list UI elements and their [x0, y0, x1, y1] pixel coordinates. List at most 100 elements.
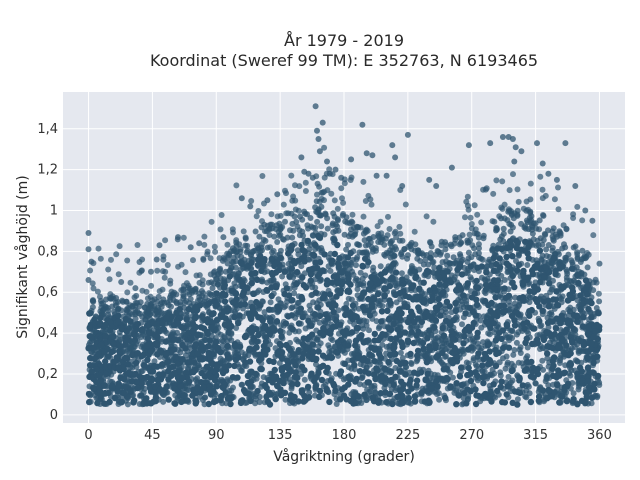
scatter-point [352, 342, 359, 349]
scatter-point [465, 206, 472, 213]
scatter-point [479, 374, 487, 381]
scatter-point [282, 218, 288, 225]
scatter-point [575, 349, 582, 356]
scatter-point [289, 381, 296, 388]
scatter-point [207, 291, 214, 298]
scatter-point [532, 220, 539, 227]
scatter-point [450, 254, 457, 261]
scatter-point [488, 398, 495, 405]
scatter-point [330, 308, 337, 316]
scatter-point [362, 229, 369, 236]
scatter-point [485, 301, 492, 309]
scatter-point [375, 325, 382, 332]
scatter-point [302, 179, 309, 186]
scatter-point [557, 320, 564, 327]
scatter-point [435, 390, 442, 397]
scatter-point [255, 208, 262, 214]
scatter-point [548, 309, 555, 316]
scatter-point [94, 399, 101, 407]
scatter-point [470, 319, 477, 327]
scatter-point [550, 255, 557, 263]
scatter-point [564, 319, 572, 327]
scatter-point [321, 251, 328, 258]
scatter-point [163, 359, 171, 366]
scatter-point [466, 231, 473, 238]
scatter-point [567, 350, 574, 357]
scatter-point [244, 372, 252, 380]
scatter-point [508, 367, 515, 375]
scatter-point [584, 378, 592, 385]
scatter-point [343, 246, 350, 253]
scatter-point [219, 337, 226, 344]
scatter-point [490, 381, 497, 388]
scatter-point [95, 245, 102, 252]
scatter-point [275, 306, 283, 313]
scatter-point [213, 383, 220, 390]
scatter-point [523, 387, 530, 394]
scatter-point [440, 289, 447, 296]
scatter-point [472, 400, 480, 408]
scatter-point [543, 246, 550, 253]
scatter-point [383, 343, 390, 350]
scatter-point [90, 285, 97, 292]
scatter-point [436, 264, 443, 272]
scatter-point [344, 254, 352, 261]
scatter-point [446, 277, 453, 284]
scatter-point [266, 401, 274, 408]
scatter-point [529, 364, 537, 371]
scatter-point [475, 392, 482, 400]
scatter-point [134, 242, 141, 248]
scatter-point [356, 368, 364, 375]
scatter-point [220, 308, 227, 315]
scatter-point [150, 320, 158, 327]
scatter-point [261, 323, 268, 330]
scatter-point [411, 393, 419, 400]
scatter-point [212, 248, 219, 255]
scatter-point [544, 343, 551, 350]
scatter-point [208, 324, 215, 331]
scatter-point [201, 394, 208, 401]
scatter-point [525, 274, 532, 281]
scatter-point [199, 313, 206, 320]
scatter-point [368, 244, 375, 251]
scatter-point [245, 390, 252, 397]
scatter-point [588, 340, 595, 347]
scatter-point [102, 332, 109, 340]
scatter-point [313, 208, 320, 215]
scatter-point [323, 281, 331, 288]
scatter-point [180, 392, 188, 399]
scatter-point [208, 279, 215, 286]
scatter-point [578, 368, 586, 375]
scatter-point [549, 318, 556, 325]
scatter-point [396, 368, 404, 375]
scatter-point [411, 268, 419, 276]
scatter-point [398, 270, 405, 277]
scatter-point [546, 280, 553, 287]
scatter-point [509, 327, 515, 334]
scatter-point [563, 274, 570, 281]
scatter-point [226, 273, 233, 280]
scatter-point [189, 350, 196, 357]
scatter-point [394, 326, 402, 333]
scatter-point [208, 218, 215, 225]
scatter-point [312, 384, 319, 391]
scatter-point [490, 254, 497, 262]
scatter-point [236, 276, 243, 283]
scatter-point [106, 318, 114, 326]
scatter-point [475, 350, 482, 357]
scatter-point [248, 259, 255, 266]
scatter-point [200, 383, 207, 391]
scatter-point [382, 389, 389, 396]
scatter-point [116, 243, 123, 250]
scatter-point [524, 262, 531, 268]
scatter-point [515, 198, 522, 205]
scatter-point [324, 315, 331, 322]
scatter-point [556, 229, 563, 236]
scatter-point [563, 268, 570, 275]
scatter-point [152, 311, 158, 317]
scatter-point [526, 294, 533, 301]
scatter-point [555, 184, 561, 191]
scatter-point [590, 359, 597, 367]
scatter-point [266, 306, 273, 313]
scatter-point [244, 379, 252, 387]
